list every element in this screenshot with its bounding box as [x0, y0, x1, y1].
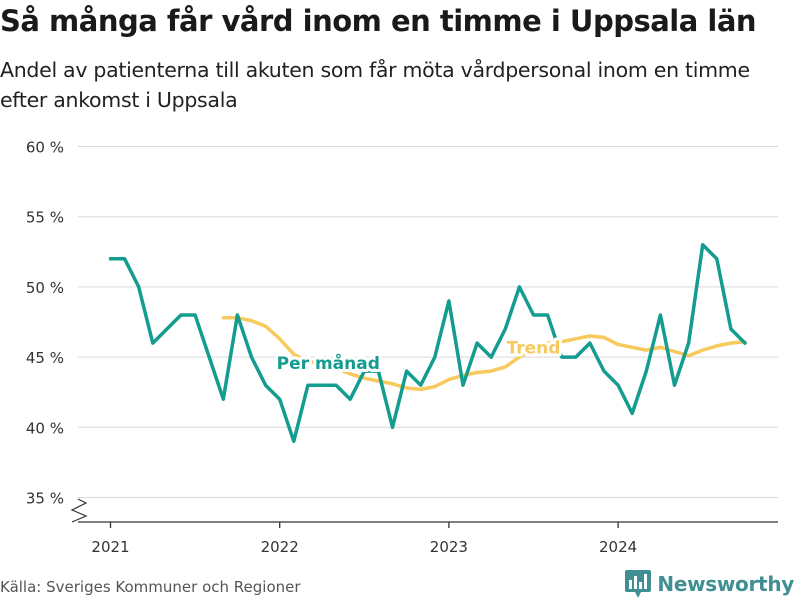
y-tick-label: 40 % — [26, 419, 64, 437]
chart-subtitle: Andel av patienterna till akuten som får… — [0, 58, 750, 112]
y-tick-label: 55 % — [26, 209, 64, 227]
trend-series-line — [221, 316, 747, 392]
y-tick-label: 35 % — [26, 490, 64, 508]
y-axis-break-marker — [70, 498, 88, 523]
brand-logo[interactable]: Newsworthy — [625, 570, 794, 598]
x-tick-label: 2023 — [430, 538, 468, 556]
y-tick-label: 45 % — [26, 349, 64, 367]
trend-series-label: Trend — [507, 339, 561, 359]
x-tick-label: 2022 — [261, 538, 299, 556]
monthly-series-label: Per månad — [277, 352, 380, 374]
y-tick-label: 60 % — [26, 139, 64, 157]
brand-name: Newsworthy — [657, 572, 794, 596]
y-tick-label: 50 % — [26, 279, 64, 297]
chart-title: Så många får vård inom en timme i Uppsal… — [0, 4, 757, 38]
x-tick-label: 2024 — [599, 538, 637, 556]
x-tick-label: 2021 — [91, 538, 129, 556]
source-note: Källa: Sveriges Kommuner och Regioner — [0, 578, 301, 596]
monthly-series-line — [108, 243, 747, 444]
bar-chart-logo-icon — [625, 570, 652, 598]
